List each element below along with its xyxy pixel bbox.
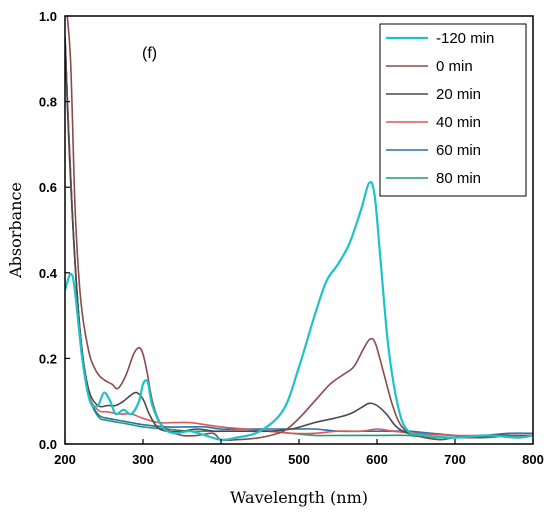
legend-label: 20 min <box>436 86 481 103</box>
x-tick-label: 500 <box>288 452 310 467</box>
y-tick-label: 0.0 <box>39 437 57 452</box>
y-tick-label: 0.4 <box>39 266 58 281</box>
panel-label: (f) <box>142 45 157 62</box>
legend-label: 0 min <box>436 58 473 75</box>
x-tick-label: 400 <box>210 452 232 467</box>
legend-label: -120 min <box>436 30 494 47</box>
legend-frame <box>379 23 527 197</box>
y-axis-title: Absorbance <box>6 182 25 279</box>
legend-label: 40 min <box>436 114 481 131</box>
x-tick-label: 300 <box>132 452 154 467</box>
axis-ticks: 200 300 400 500 600 700 800 0.0 0.2 0.4 0.6 0.8 1.0 <box>39 9 544 467</box>
x-tick-label: 700 <box>444 452 466 467</box>
y-tick-label: 0.6 <box>39 180 57 195</box>
legend-label: 60 min <box>436 142 481 159</box>
y-tick-label: 1.0 <box>39 9 57 24</box>
series-curves <box>65 16 533 442</box>
legend: -120 min 0 min 20 min 40 min 60 min 80 min <box>379 23 527 197</box>
x-tick-label: 600 <box>366 452 388 467</box>
legend-label: 80 min <box>436 170 481 187</box>
y-tick-label: 0.8 <box>39 95 57 110</box>
y-tick-label: 0.2 <box>39 351 57 366</box>
x-tick-label: 800 <box>522 452 544 467</box>
x-axis-title: Wavelength (nm) <box>230 488 368 507</box>
series-line-120min <box>65 181 533 441</box>
series-line-0min <box>66 16 533 442</box>
x-tick-label: 200 <box>54 452 76 467</box>
